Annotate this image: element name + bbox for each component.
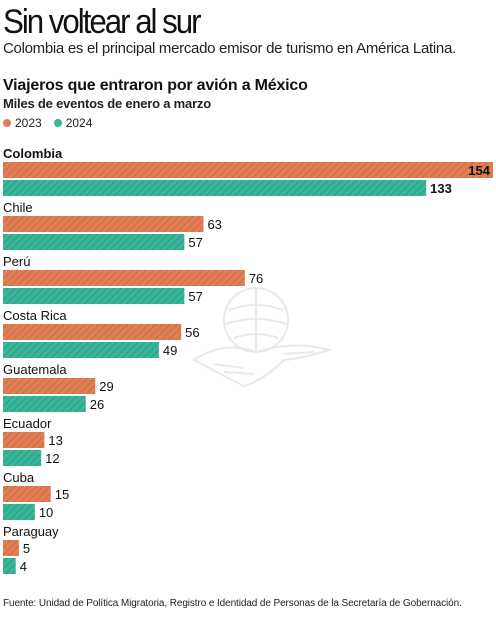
bar-2023 [3, 432, 45, 448]
data-label: 49 [163, 343, 177, 358]
bar-2023 [3, 162, 493, 178]
data-label: 56 [185, 325, 199, 340]
data-label: 5 [23, 541, 30, 556]
category-label: Cuba [3, 470, 35, 485]
bar-2024 [3, 234, 185, 250]
category-label: Perú [3, 254, 30, 269]
bar-2024 [3, 288, 185, 304]
data-label: 154 [468, 163, 490, 178]
source-note: Fuente: Unidad de Política Migratoria, R… [3, 598, 462, 609]
category-label: Costa Rica [3, 308, 67, 323]
bar-2023 [3, 324, 182, 340]
category-label: Colombia [3, 146, 63, 161]
data-label: 10 [39, 505, 53, 520]
legend-label-2024: 2024 [65, 116, 93, 130]
legend-swatch-2023 [3, 119, 11, 127]
bar-2024 [3, 450, 42, 466]
legend-item-2023: 2023 [3, 116, 42, 130]
data-label: 76 [249, 271, 263, 286]
bar-2024 [3, 396, 86, 412]
data-label: 57 [188, 235, 202, 250]
category-label: Ecuador [3, 416, 52, 431]
bar-2023 [3, 540, 19, 556]
category-label: Paraguay [3, 524, 59, 539]
data-label: 26 [90, 397, 104, 412]
data-label: 4 [20, 559, 27, 574]
legend-swatch-2024 [53, 119, 62, 127]
data-label: 12 [45, 451, 59, 466]
legend: 2023 2024 [3, 116, 104, 130]
bar-2023 [3, 270, 245, 286]
chart-title: Viajeros que entraron por avión a México [3, 77, 308, 94]
bar-2024 [3, 504, 35, 520]
bar-2023 [3, 378, 96, 394]
chart-subtitle: Miles de eventos de enero a marzo [3, 96, 211, 111]
bar-2024 [3, 558, 16, 574]
eagle-seal-icon [192, 287, 333, 388]
category-label: Chile [3, 200, 33, 215]
data-label: 63 [207, 217, 221, 232]
data-label: 57 [188, 289, 202, 304]
data-label: 15 [55, 487, 69, 502]
data-label: 133 [430, 181, 452, 196]
data-label: 29 [99, 379, 113, 394]
headline: Sin voltear al sur [3, 3, 202, 41]
deck: Colombia es el principal mercado emisor … [3, 40, 456, 57]
legend-item-2024: 2024 [53, 116, 93, 130]
bar-2024 [3, 180, 427, 196]
legend-label-2023: 2023 [15, 116, 42, 130]
bar-2023 [3, 216, 204, 232]
bar-2023 [3, 486, 51, 502]
category-label: Guatemala [3, 362, 67, 377]
bar-2024 [3, 342, 159, 358]
data-label: 13 [48, 433, 62, 448]
